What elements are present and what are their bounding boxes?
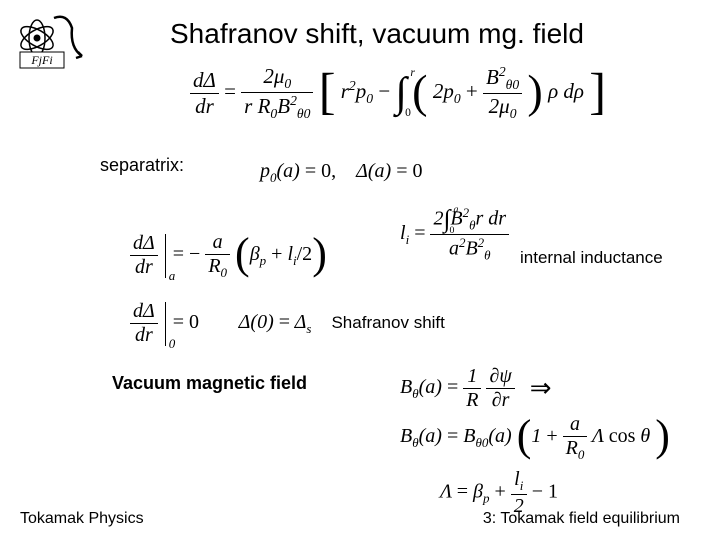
footer-right: 3: Tokamak field equilibrium [483,510,680,528]
atom-logo-icon: FjFi [12,8,92,72]
label-internal-inductance: internal inductance [520,248,663,268]
svg-text:FjFi: FjFi [30,53,52,67]
equation-ddelta-dr-at-a: dΔdr a = − aR0 (βp + li/2) [130,230,327,281]
page-title: Shafranov shift, vacuum mg. field [170,18,584,50]
equation-ddelta-dr-at-zero: dΔdr 0 = 0 Δ(0) = Δs Shafranov shift [130,300,445,347]
label-vacuum-field: Vacuum magnetic field [112,373,307,394]
equation-main: dΔdr = 2μ0r R0B2θ0 [ r2p0 − ∫0r ( 2p0 + … [190,64,606,122]
logo: FjFi [12,8,92,72]
equation-btheta-definition: Bθ(a) = 1R ∂ψ∂r ⇒ [400,365,552,412]
equation-btheta-result: Bθ(a) = Bθ0(a) (1 + aR0 Λ cos θ ) [400,412,670,463]
footer-left: Tokamak Physics [20,510,144,528]
equation-internal-inductance: li = 2∫0aB2θr dr a2B2θ [400,205,509,264]
equation-separatrix-conditions: p0(a) = 0, Δ(a) = 0 [260,160,422,186]
label-separatrix: separatrix: [100,155,184,176]
